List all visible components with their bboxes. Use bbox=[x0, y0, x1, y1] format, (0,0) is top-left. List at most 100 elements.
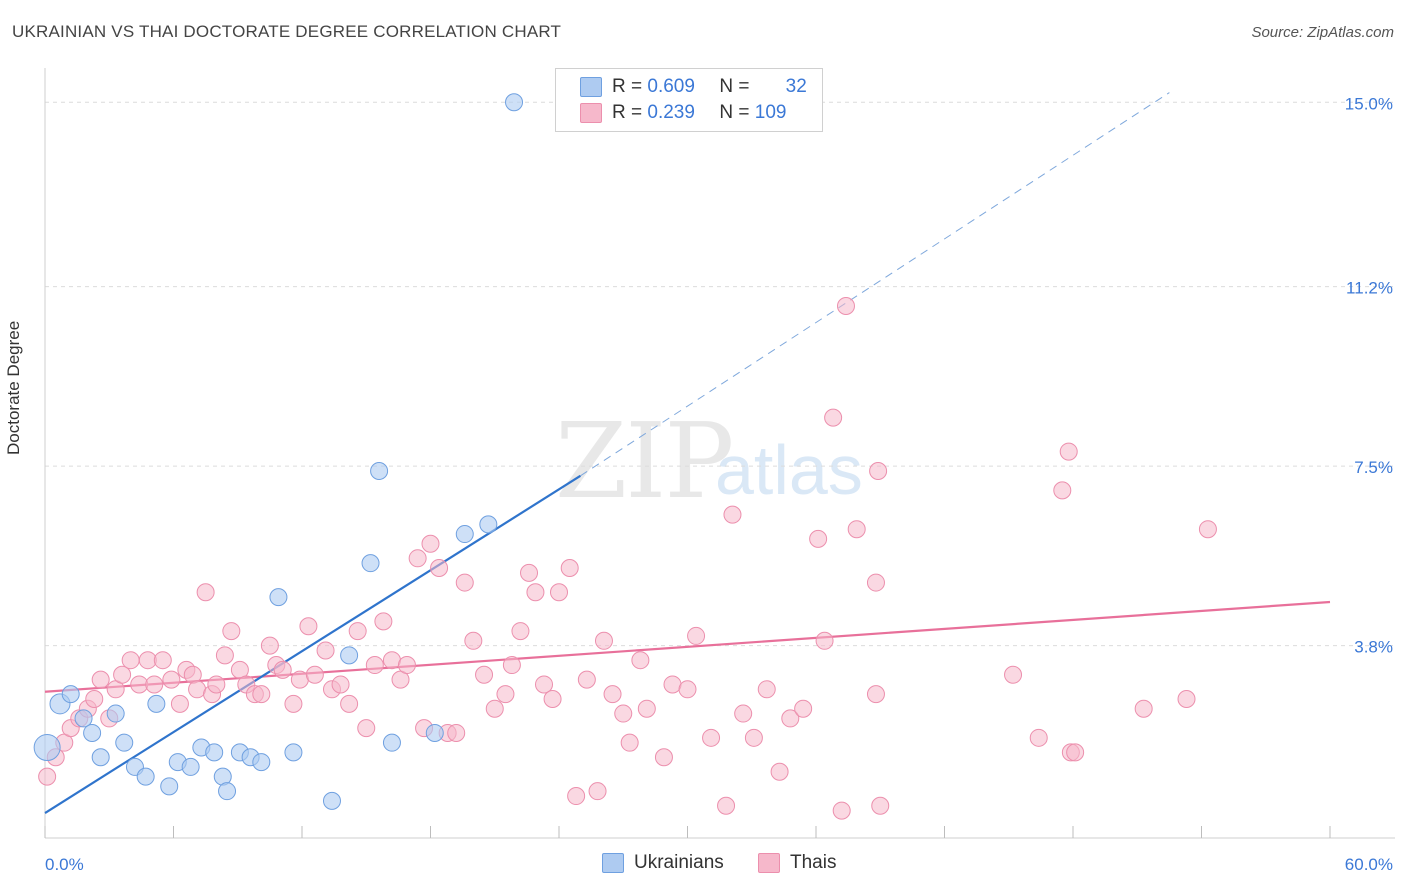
point-ukrainians bbox=[479, 515, 498, 534]
y-tick-label: 3.8% bbox=[1354, 638, 1393, 657]
point-thais bbox=[299, 617, 318, 636]
point-thais bbox=[290, 670, 309, 689]
point-thais bbox=[832, 801, 851, 820]
point-thais bbox=[496, 685, 515, 704]
point-ukrainians bbox=[205, 743, 224, 762]
point-ukrainians bbox=[91, 748, 110, 767]
point-thais bbox=[781, 709, 800, 728]
point-thais bbox=[170, 694, 189, 713]
point-thais bbox=[734, 704, 753, 723]
point-thais bbox=[511, 622, 530, 641]
point-thais bbox=[723, 505, 742, 524]
point-thais bbox=[91, 670, 110, 689]
point-thais bbox=[464, 631, 483, 650]
trend-line-ukrainians-extension bbox=[580, 92, 1170, 477]
point-thais bbox=[588, 782, 607, 801]
legend-n-label: N = bbox=[719, 102, 750, 123]
y-axis-label: Doctorate Degree bbox=[4, 320, 23, 455]
legend-row-thais: R = 0.239 N = 109 bbox=[580, 101, 795, 125]
point-thais bbox=[408, 549, 427, 568]
point-thais bbox=[374, 612, 393, 631]
point-thais bbox=[455, 573, 474, 592]
bottom-legend-ukrainians: Ukrainians bbox=[602, 852, 724, 874]
point-thais bbox=[815, 631, 834, 650]
point-thais bbox=[809, 529, 828, 548]
point-ukrainians bbox=[181, 757, 200, 776]
point-thais bbox=[744, 728, 763, 747]
bottom-legend-label-thais: Thais bbox=[790, 852, 837, 873]
point-ukrainians bbox=[147, 694, 166, 713]
point-thais bbox=[475, 665, 494, 684]
point-thais bbox=[215, 646, 234, 665]
point-thais bbox=[38, 767, 57, 786]
point-thais bbox=[284, 694, 303, 713]
point-thais bbox=[1004, 665, 1023, 684]
point-thais bbox=[397, 656, 416, 675]
point-ukrainians bbox=[61, 685, 80, 704]
point-thais bbox=[594, 631, 613, 650]
point-ukrainians bbox=[74, 709, 93, 728]
point-thais bbox=[614, 704, 633, 723]
point-thais bbox=[273, 660, 292, 679]
point-thais bbox=[520, 563, 539, 582]
source-label: Source: ZipAtlas.com bbox=[1251, 24, 1394, 41]
point-thais bbox=[348, 622, 367, 641]
point-ukrainians bbox=[218, 782, 237, 801]
point-thais bbox=[1134, 699, 1153, 718]
legend-swatch-ukrainians bbox=[580, 77, 602, 97]
point-thais bbox=[121, 651, 140, 670]
point-thais bbox=[502, 656, 521, 675]
point-ukrainians bbox=[322, 791, 341, 810]
bottom-legend-swatch-ukrainians bbox=[602, 853, 624, 873]
point-thais bbox=[654, 748, 673, 767]
point-thais bbox=[847, 520, 866, 539]
legend-row-ukrainians: R = 0.609 N = 32 bbox=[580, 75, 807, 99]
point-thais bbox=[717, 796, 736, 815]
point-thais bbox=[316, 641, 335, 660]
axes bbox=[44, 68, 1395, 839]
watermark-atlas: atlas bbox=[715, 431, 863, 509]
point-ukrainians bbox=[160, 777, 179, 796]
point-thais bbox=[1066, 743, 1085, 762]
point-thais bbox=[560, 559, 579, 578]
data-points bbox=[33, 93, 1217, 820]
point-ukrainians bbox=[361, 554, 380, 573]
legend-r-label: R = bbox=[612, 102, 643, 123]
point-thais bbox=[382, 651, 401, 670]
chart-title: UKRAINIAN VS THAI DOCTORATE DEGREE CORRE… bbox=[12, 22, 562, 41]
bottom-legend: Ukrainians Thais bbox=[0, 852, 1406, 876]
bottom-legend-thais: Thais bbox=[758, 852, 836, 874]
point-thais bbox=[130, 675, 149, 694]
point-ukrainians bbox=[455, 525, 474, 544]
point-ukrainians bbox=[115, 733, 134, 752]
point-thais bbox=[138, 651, 157, 670]
tick-labels: 3.8% 7.5% 11.2% 15.0% 0.0% 60.0% bbox=[45, 94, 1393, 874]
point-thais bbox=[866, 685, 885, 704]
point-thais bbox=[757, 680, 776, 699]
point-thais bbox=[1059, 442, 1078, 461]
point-thais bbox=[447, 723, 466, 742]
legend-box: R = 0.609 N = 32 R = 0.239 N = 109 bbox=[555, 68, 823, 132]
point-thais bbox=[567, 787, 586, 806]
point-thais bbox=[331, 675, 350, 694]
legend-r-label: R = bbox=[612, 76, 643, 97]
point-thais bbox=[252, 685, 271, 704]
point-thais bbox=[305, 665, 324, 684]
point-thais bbox=[836, 297, 855, 316]
point-thais bbox=[631, 651, 650, 670]
y-tick-label: 11.2% bbox=[1346, 279, 1393, 298]
legend-n-value: 109 bbox=[754, 102, 787, 123]
point-thais bbox=[145, 675, 164, 694]
point-thais bbox=[637, 699, 656, 718]
point-ukrainians bbox=[106, 704, 125, 723]
point-thais bbox=[1029, 728, 1048, 747]
point-thais bbox=[869, 461, 888, 480]
point-thais bbox=[663, 675, 682, 694]
point-ukrainians bbox=[252, 753, 271, 772]
legend-r-value: 0.609 bbox=[647, 76, 695, 97]
watermark-zip: ZIP bbox=[555, 400, 734, 522]
point-thais bbox=[485, 699, 504, 718]
point-thais bbox=[207, 675, 226, 694]
legend-r-value: 0.239 bbox=[647, 102, 695, 123]
